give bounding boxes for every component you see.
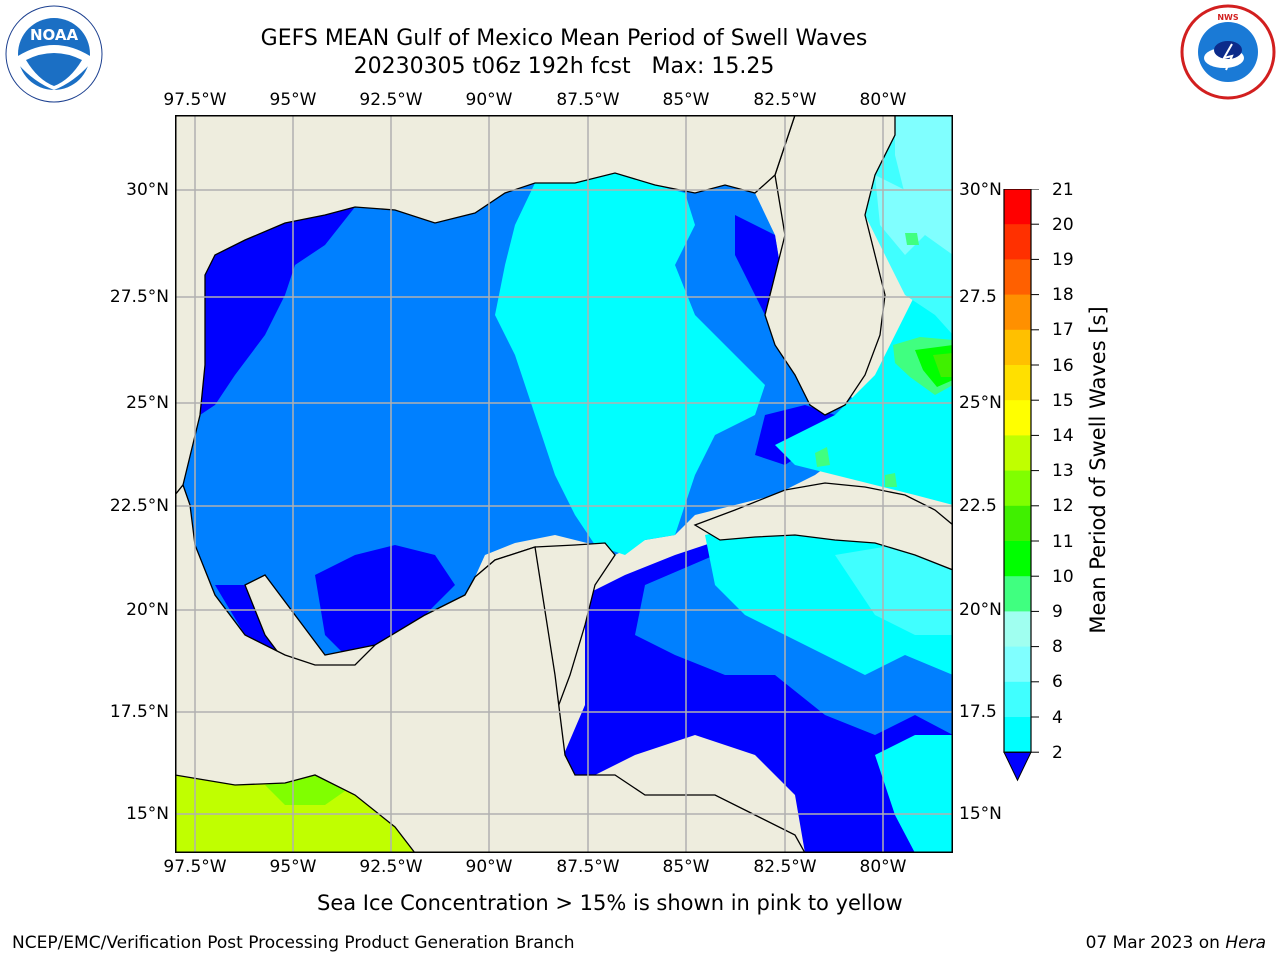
colorbar-tick-label: 16 — [1052, 356, 1074, 376]
colorbar-tick-label: 17 — [1052, 320, 1074, 340]
central-america — [175, 483, 806, 853]
swell-field-2-4s — [183, 173, 875, 665]
swell-field-4-6s — [875, 735, 953, 853]
sea-ice-note: Sea Ice Concentration > 15% is shown in … — [317, 891, 903, 915]
lat-tick-label-right: 25°N — [959, 393, 1002, 413]
noaa-logo: NOAA — [4, 4, 104, 108]
lon-tick-label-top: 97.5°W — [163, 90, 227, 110]
colorbar-tick-label: 9 — [1052, 602, 1063, 622]
colorbar-segment — [1004, 259, 1031, 296]
lon-tick-label-bottom: 95°W — [269, 857, 317, 877]
credit-line: NCEP/EMC/Verification Post Processing Pr… — [12, 933, 575, 953]
nws-logo: NWS — [1180, 4, 1276, 104]
colorbar-tick-label: 19 — [1052, 250, 1074, 270]
machine-name: Hera — [1225, 933, 1266, 953]
lon-tick-label-top: 95°W — [269, 90, 317, 110]
lon-tick-label-bottom: 85°W — [662, 857, 710, 877]
lat-tick-label-right: 22.5 — [959, 496, 997, 516]
lat-tick-label-left: 22.5°N — [109, 496, 169, 516]
colorbar-segment — [1004, 294, 1031, 331]
chart-title: GEFS MEAN Gulf of Mexico Mean Period of … — [260, 26, 868, 51]
lat-tick-label-left: 15°N — [126, 804, 169, 824]
colorbar-extend-triangle — [1003, 751, 1032, 782]
colorbar-segment — [1004, 646, 1031, 683]
lon-tick-label-bottom: 80°W — [859, 857, 907, 877]
cuba-island — [693, 482, 953, 571]
colorbar-tick-label: 4 — [1052, 708, 1063, 728]
svg-text:NOAA: NOAA — [30, 26, 79, 44]
lon-tick-label-top: 92.5°W — [359, 90, 423, 110]
colorbar-segment — [1004, 224, 1031, 260]
swell-field-12-13s — [933, 353, 953, 377]
lat-tick-label-right: 20°N — [959, 600, 1002, 620]
lon-tick-label-bottom: 87.5°W — [556, 857, 620, 877]
colorbar-tick-label: 18 — [1052, 285, 1074, 305]
us-gulf-coast — [175, 115, 796, 497]
lon-tick-label-bottom: 97.5°W — [163, 857, 227, 877]
swell-field-below-2s — [315, 545, 455, 655]
colorbar-label: Mean Period of Swell Waves [s] — [1086, 306, 1110, 634]
colorbar-tick-label: 13 — [1052, 461, 1074, 481]
lon-tick-label-bottom: 92.5°W — [359, 857, 423, 877]
colorbar — [1003, 188, 1049, 793]
colorbar-tick-label: 20 — [1052, 215, 1074, 235]
run-date-text: 07 Mar 2023 on — [1085, 933, 1226, 953]
swell-field-8-9s — [895, 115, 953, 255]
swell-field-10-11s — [885, 473, 897, 487]
lat-tick-label-left: 25°N — [126, 393, 169, 413]
colorbar-tick-label: 12 — [1052, 496, 1074, 516]
colorbar-segment — [1004, 576, 1031, 612]
colorbar-tick-label: 6 — [1052, 672, 1063, 692]
map-frame — [175, 115, 953, 853]
lon-tick-label-bottom: 82.5°W — [753, 857, 817, 877]
map-graticule — [175, 115, 953, 853]
swell-field-10-11s — [905, 233, 919, 245]
colorbar-segment — [1004, 541, 1031, 577]
colorbar-segment — [1004, 611, 1031, 648]
colorbar-tick-label: 15 — [1052, 391, 1074, 411]
colorbar-segment — [1004, 717, 1031, 753]
run-date: 07 Mar 2023 on Hera — [1086, 933, 1266, 953]
lon-tick-label-top: 87.5°W — [556, 90, 620, 110]
colorbar-segment — [1004, 189, 1031, 225]
colorbar-segment — [1004, 681, 1031, 718]
colorbar-segment — [1004, 470, 1031, 507]
lon-tick-label-top: 85°W — [662, 90, 710, 110]
lat-tick-label-right: 15°N — [959, 804, 1002, 824]
chart-subtitle: 20230305 t06z 192h fcst Max: 15.25 — [353, 54, 775, 79]
colorbar-tick-label: 21 — [1052, 180, 1074, 200]
swell-field-10-11s — [815, 447, 830, 467]
colorbar-tick-label: 10 — [1052, 567, 1074, 587]
colorbar-segment — [1004, 365, 1031, 401]
colorbar-segment — [1004, 505, 1031, 542]
swell-field-4-6s — [775, 265, 953, 505]
lat-tick-label-right: 17.5 — [959, 702, 997, 722]
colorbar-segment — [1004, 329, 1031, 366]
lon-tick-label-bottom: 90°W — [465, 857, 513, 877]
lon-tick-label-top: 90°W — [465, 90, 513, 110]
lat-tick-label-right: 30°N — [959, 180, 1002, 200]
swell-field-6-8s — [835, 545, 953, 635]
colorbar-tick-label: 11 — [1052, 532, 1074, 552]
colorbar-segment — [1004, 435, 1031, 472]
colorbar-tick-label: 2 — [1052, 743, 1063, 763]
lon-tick-label-top: 82.5°W — [753, 90, 817, 110]
lon-tick-label-top: 80°W — [859, 90, 907, 110]
colorbar-tick-label: 14 — [1052, 426, 1074, 446]
colorbar-segment — [1004, 400, 1031, 436]
lat-tick-label-left: 27.5°N — [109, 287, 169, 307]
colorbar-tick-label: 8 — [1052, 637, 1063, 657]
swell-field-below-2s — [200, 207, 355, 415]
lat-tick-label-left: 30°N — [126, 180, 169, 200]
lat-tick-label-left: 17.5°N — [109, 702, 169, 722]
svg-text:NWS: NWS — [1217, 13, 1239, 22]
lat-tick-label-right: 27.5 — [959, 287, 997, 307]
swell-period-map — [175, 115, 953, 853]
lat-tick-label-left: 20°N — [126, 600, 169, 620]
swell-field-4-6s — [495, 173, 765, 555]
